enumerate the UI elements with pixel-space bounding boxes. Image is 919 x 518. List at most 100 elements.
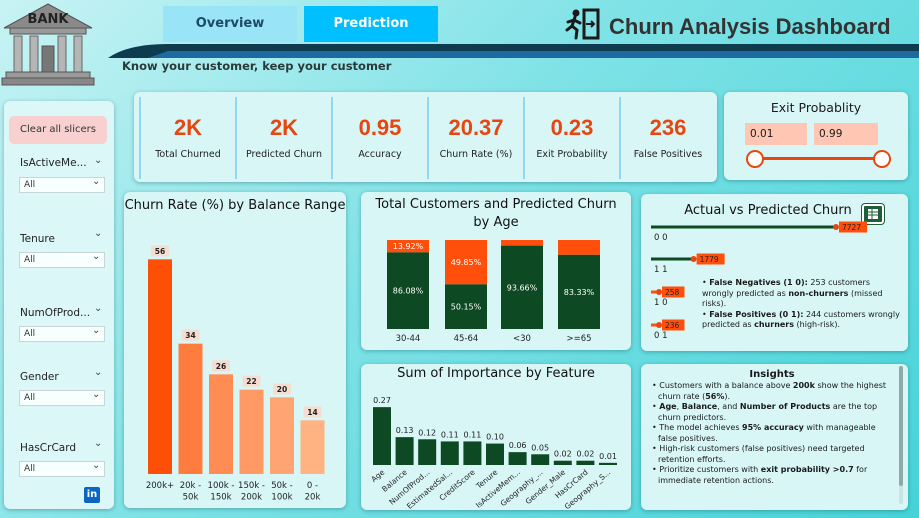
tab-prediction[interactable]: Prediction (304, 6, 438, 42)
chevron-down-icon[interactable]: ⌄ (94, 367, 103, 378)
data-label: 0.01 (599, 452, 617, 461)
data-label: 86.08% (393, 287, 424, 296)
slicer-dropdown[interactable]: All (19, 326, 105, 342)
data-label: 22 (246, 377, 256, 386)
data-label: 56 (155, 247, 165, 256)
bar (553, 460, 572, 465)
chart-title: Actual vs Predicted Churn (684, 203, 852, 218)
bar (651, 290, 659, 294)
note-false-negatives: • False Negatives (1 0): 253 customers w… (702, 278, 883, 308)
chevron-down-icon[interactable]: ⌄ (94, 438, 103, 449)
data-label: 7727 (842, 223, 861, 232)
range-handle-min[interactable] (746, 150, 764, 168)
range-track (755, 157, 882, 160)
tick-label: <30 (513, 334, 531, 344)
bar-not-churned (445, 284, 487, 329)
bar (463, 441, 482, 465)
note-false-positives: • False Positives (0 1): 244 customers w… (702, 309, 900, 330)
bar-churned (558, 240, 600, 255)
bar (178, 343, 203, 474)
bar-churned (387, 240, 429, 253)
slicer-dropdown[interactable]: All (19, 177, 105, 193)
slicer-dropdown[interactable]: All (19, 252, 105, 268)
point (690, 256, 697, 262)
kpi-accuracy: 0.95 Accuracy (333, 97, 427, 179)
data-label: 49.85% (451, 258, 482, 267)
kpi-exit-probability: 0.23 Exit Probability (525, 97, 619, 179)
bar (576, 460, 595, 465)
chart-title: Total Customers and Predicted Churn by A… (375, 197, 617, 230)
tick-label: 200k (241, 493, 262, 503)
bar (599, 462, 617, 465)
data-label: 0.11 (441, 430, 459, 439)
chevron-down-icon: ⌄ (92, 325, 101, 336)
bar (239, 389, 264, 474)
insights-title: Insights (749, 369, 795, 380)
tab-overview[interactable]: Overview (163, 6, 297, 42)
chevron-down-icon[interactable]: ⌄ (94, 228, 103, 239)
data-label: 0.02 (554, 450, 572, 459)
importance-chart-card (361, 364, 631, 510)
insight-item: • Customers with a balance above 200k sh… (652, 381, 887, 401)
table-view-icon[interactable] (862, 204, 884, 224)
bar-not-churned (501, 245, 543, 329)
bar (270, 397, 294, 474)
data-label: 13.92% (393, 242, 424, 251)
data-label-bg (303, 406, 322, 418)
linkedin-icon[interactable]: in (84, 487, 100, 503)
data-label: 1779 (700, 255, 719, 264)
tick-label: 45-64 (454, 334, 479, 344)
bar (651, 257, 694, 261)
tick-label: 50k - (271, 481, 293, 491)
bar (508, 452, 527, 465)
tick-label: 0 0 (654, 233, 668, 243)
slicer-dropdown[interactable]: All (19, 461, 105, 477)
kpi-value: 2K (173, 115, 203, 140)
data-label-bg (212, 360, 230, 372)
tick-label: Age (369, 467, 386, 483)
data-label: 0.02 (576, 450, 594, 459)
data-label-bg (696, 253, 725, 265)
tick-label: 20k (305, 493, 321, 503)
bar-churned (501, 240, 543, 246)
data-label-bg (181, 329, 200, 341)
tick-label: 0 - (307, 481, 318, 491)
data-label-bg (662, 319, 685, 331)
clear-slicers-button[interactable]: Clear all slicers (9, 116, 107, 144)
bar (148, 259, 172, 474)
tick-label: 0 1 (654, 331, 668, 341)
tagline: Know your customer, keep your customer (122, 59, 392, 73)
tick-label: 100k (271, 493, 292, 503)
data-label: 0.12 (418, 428, 436, 437)
tick-label: 1 1 (654, 265, 668, 275)
data-label: 50.15% (451, 303, 482, 312)
kpi-separator (331, 97, 333, 179)
age-chart: 86.08% 13.92% 30-44 50.15% 49.85% 45-64 93.66%… (387, 240, 600, 344)
chart-title: Sum of Importance by Feature (397, 366, 595, 381)
chevron-down-icon[interactable]: ⌄ (94, 155, 103, 166)
chevron-down-icon[interactable]: ⌄ (94, 303, 103, 314)
data-label: 34 (185, 331, 195, 340)
insight-item: • Prioritize customers with exit probabi… (652, 465, 868, 485)
kpi-separator (523, 97, 525, 179)
kpi-churn-rate: 20.37 Churn Rate (%) (429, 97, 523, 179)
range-handle-max[interactable] (873, 150, 891, 168)
kpi-predicted-churn: 2K Predicted Churn (237, 97, 331, 179)
bar (373, 407, 391, 465)
kpi-separator (235, 97, 237, 179)
kpi-separator (619, 97, 621, 179)
data-label-bg (273, 383, 291, 395)
bar-not-churned (387, 252, 429, 329)
slicer-dropdown[interactable]: All (19, 390, 105, 406)
range-max-input[interactable]: 0.99 (814, 123, 878, 145)
data-label: 26 (216, 362, 226, 371)
range-min-input[interactable]: 0.01 (745, 123, 807, 145)
slicer-label: Gender (20, 371, 59, 383)
scrollbar-thumb[interactable] (899, 366, 903, 486)
point (833, 224, 839, 230)
chevron-down-icon: ⌄ (92, 389, 101, 400)
chart-title: Churn Rate (%) by Balance Range (124, 198, 346, 213)
tick-label: 150k - (238, 481, 265, 491)
tick-label: 100k - (208, 481, 235, 491)
